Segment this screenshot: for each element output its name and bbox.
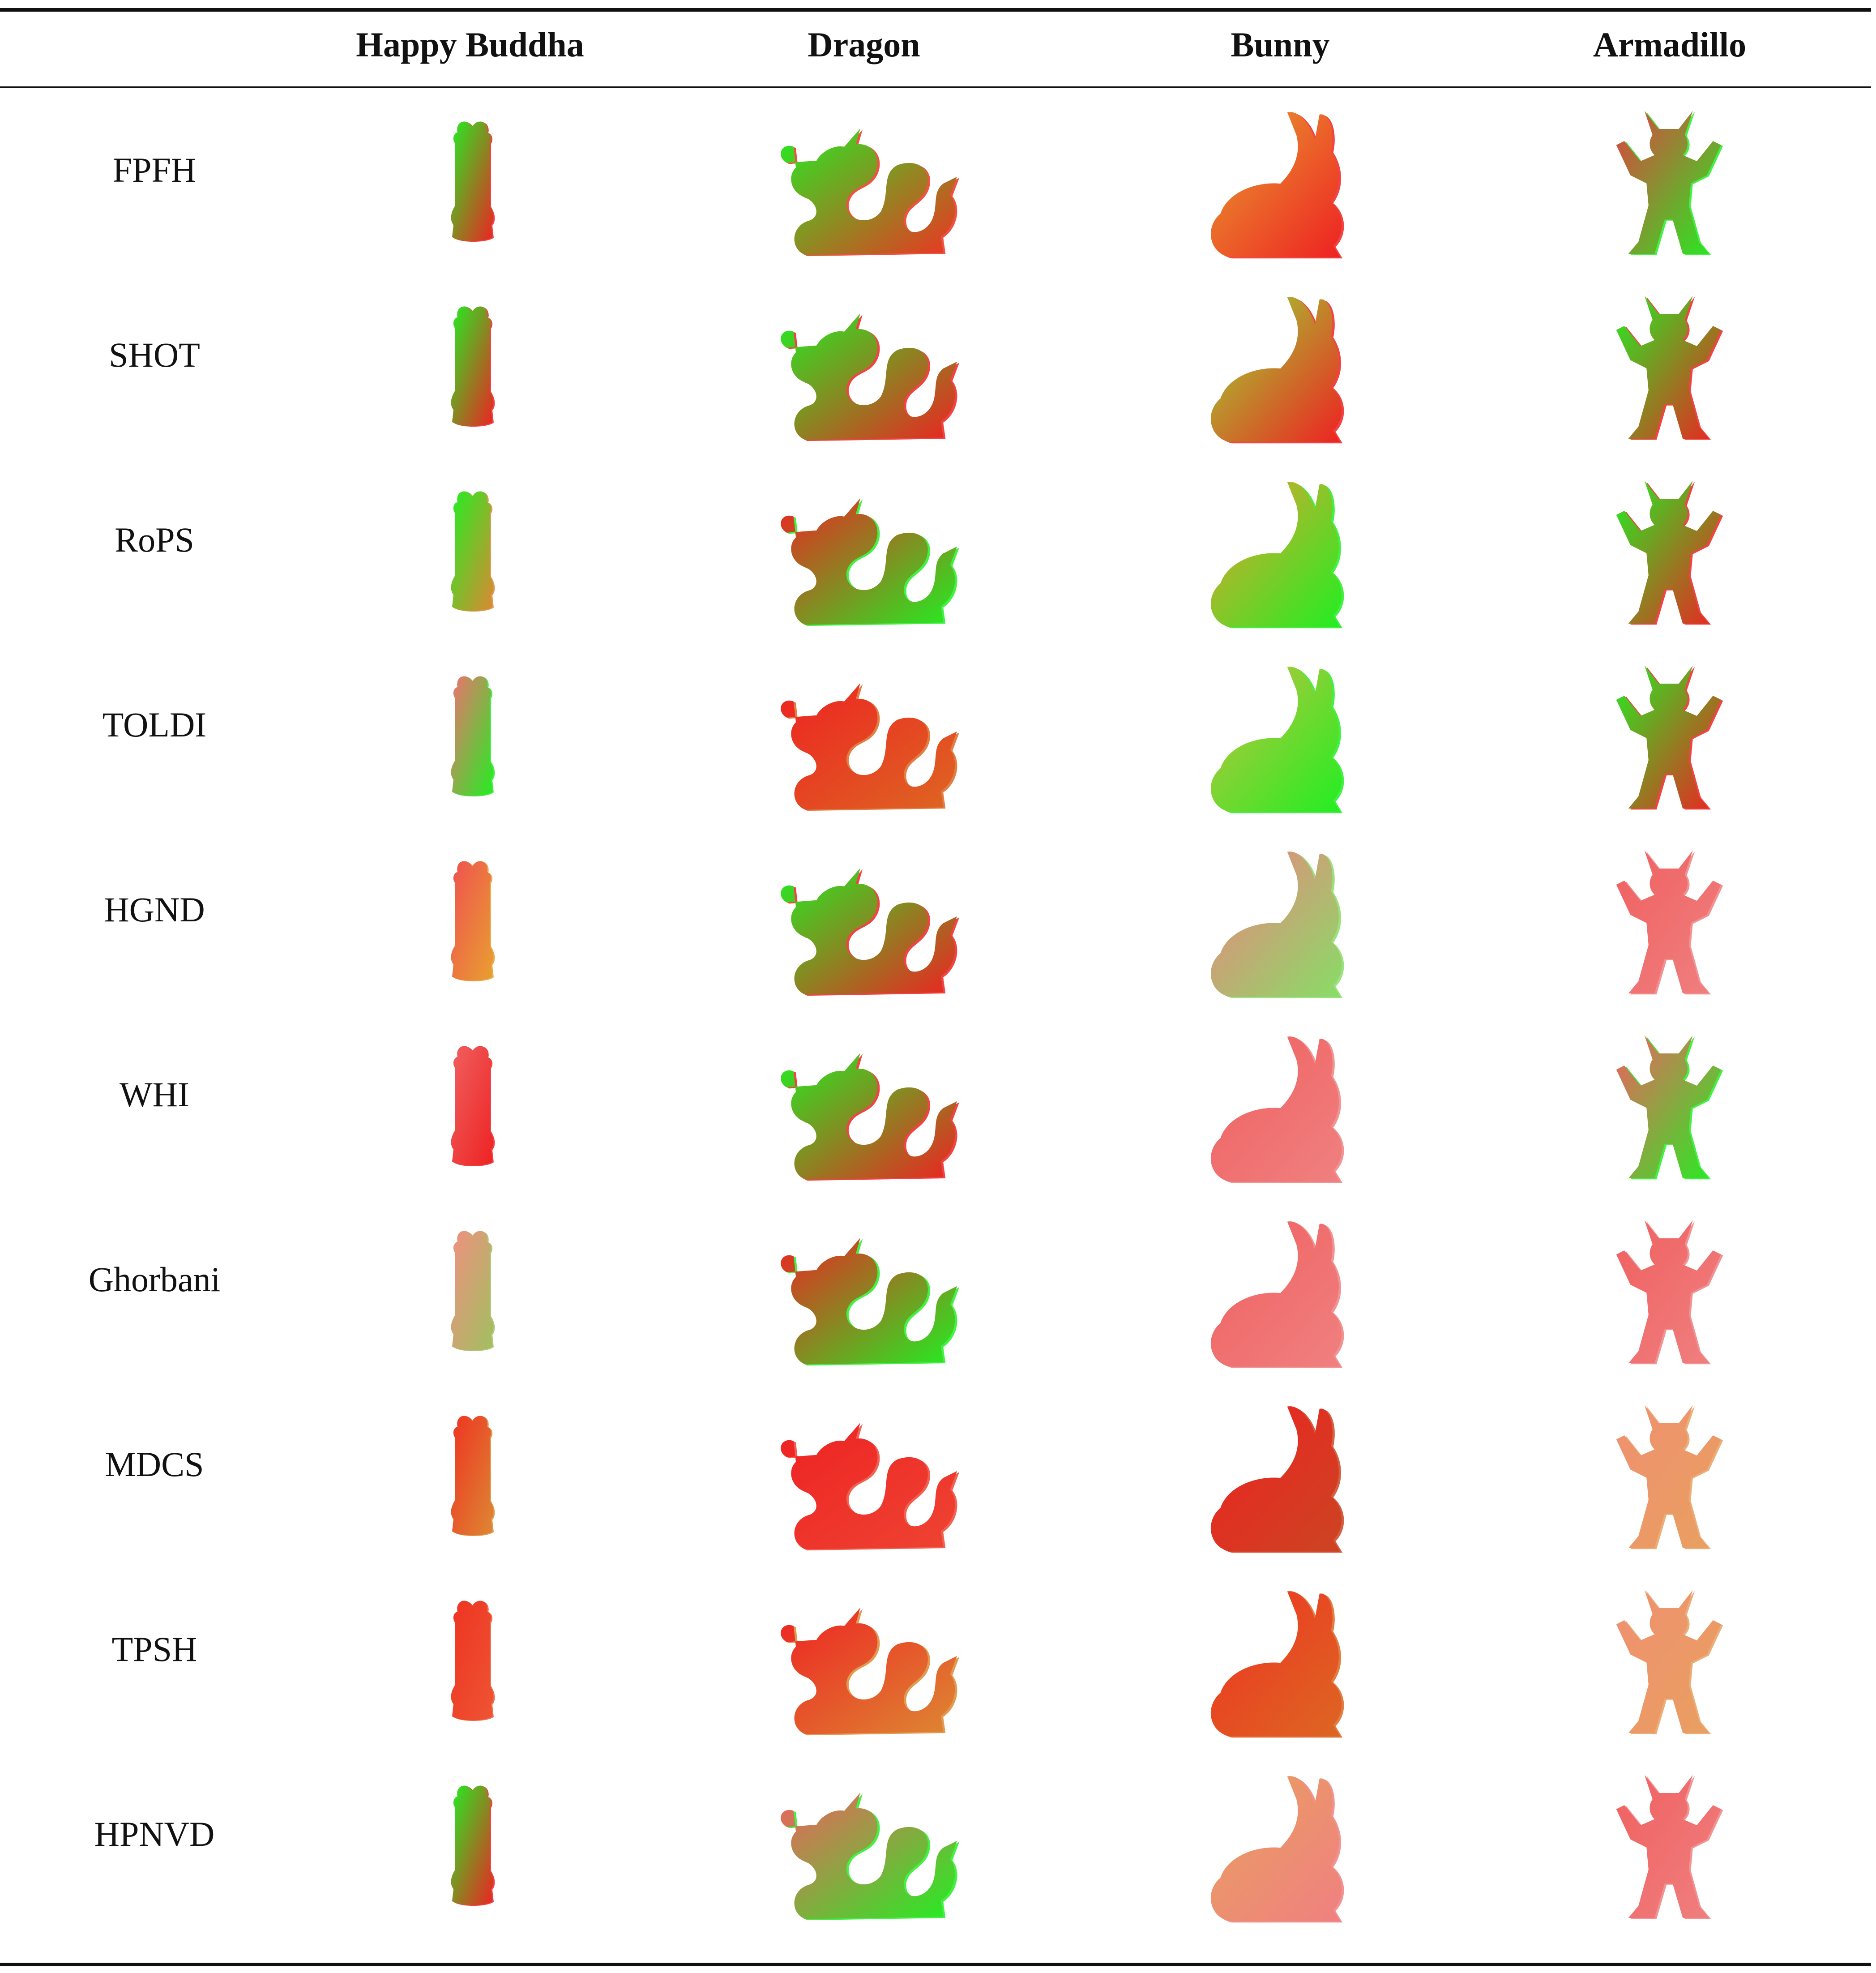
registration-result-ghorbani-happy-buddha xyxy=(439,1210,506,1371)
row-label-mdcs: MDCS xyxy=(105,1445,204,1484)
column-header-bunny: Bunny xyxy=(1231,25,1330,64)
registration-result-shot-bunny xyxy=(1195,286,1356,447)
registration-result-rops-happy-buddha xyxy=(439,471,506,632)
registration-result-shot-armadillo xyxy=(1594,286,1746,447)
registration-result-shot-dragon xyxy=(756,286,980,447)
row-label-shot: SHOT xyxy=(109,335,200,374)
registration-result-whi-bunny xyxy=(1195,1025,1356,1186)
registration-result-rops-dragon xyxy=(756,471,980,632)
registration-result-toldi-bunny xyxy=(1195,655,1356,817)
registration-result-hpnvd-dragon xyxy=(756,1765,980,1926)
registration-result-hpnvd-armadillo xyxy=(1594,1765,1746,1926)
registration-result-hgnd-armadillo xyxy=(1594,840,1746,1001)
row-label-ghorbani: Ghorbani xyxy=(88,1260,221,1299)
row-label-fpfh: FPFH xyxy=(112,150,197,189)
registration-result-tpsh-happy-buddha xyxy=(439,1580,506,1741)
registration-result-ghorbani-armadillo xyxy=(1594,1210,1746,1371)
registration-result-hgnd-bunny xyxy=(1195,840,1356,1001)
registration-result-hgnd-happy-buddha xyxy=(439,840,506,1001)
registration-result-mdcs-armadillo xyxy=(1594,1395,1746,1556)
row-label-rops: RoPS xyxy=(115,520,194,559)
registration-result-hpnvd-bunny xyxy=(1195,1765,1356,1926)
registration-result-mdcs-dragon xyxy=(756,1395,980,1556)
column-header-dragon: Dragon xyxy=(808,25,920,64)
registration-result-tpsh-bunny xyxy=(1195,1580,1356,1741)
registration-result-tpsh-armadillo xyxy=(1594,1580,1746,1741)
column-header-happy-buddha: Happy Buddha xyxy=(356,25,584,64)
registration-result-mdcs-bunny xyxy=(1195,1395,1356,1556)
table-header-rule xyxy=(0,86,1871,88)
registration-result-fpfh-dragon xyxy=(756,101,980,262)
column-header-armadillo: Armadillo xyxy=(1593,25,1747,64)
registration-result-fpfh-armadillo xyxy=(1594,101,1746,262)
registration-result-toldi-dragon xyxy=(756,655,980,817)
registration-result-rops-armadillo xyxy=(1594,471,1746,632)
registration-result-toldi-happy-buddha xyxy=(439,655,506,817)
registration-result-shot-happy-buddha xyxy=(439,286,506,447)
row-label-hpnvd: HPNVD xyxy=(94,1815,215,1853)
registration-result-whi-armadillo xyxy=(1594,1025,1746,1186)
registration-result-tpsh-dragon xyxy=(756,1580,980,1741)
registration-result-ghorbani-bunny xyxy=(1195,1210,1356,1371)
registration-result-rops-bunny xyxy=(1195,471,1356,632)
registration-result-whi-happy-buddha xyxy=(439,1025,506,1186)
registration-result-ghorbani-dragon xyxy=(756,1210,980,1371)
row-label-tpsh: TPSH xyxy=(111,1630,197,1669)
row-label-whi: WHI xyxy=(120,1075,189,1114)
registration-result-fpfh-happy-buddha xyxy=(439,101,506,262)
registration-result-mdcs-happy-buddha xyxy=(439,1395,506,1556)
registration-result-hgnd-dragon xyxy=(756,840,980,1001)
table-bottom-rule xyxy=(0,1963,1871,1966)
registration-result-whi-dragon xyxy=(756,1025,980,1186)
registration-result-hpnvd-happy-buddha xyxy=(439,1765,506,1926)
registration-result-fpfh-bunny xyxy=(1195,101,1356,262)
row-label-toldi: TOLDI xyxy=(102,705,207,744)
table-top-rule xyxy=(0,8,1871,12)
registration-result-toldi-armadillo xyxy=(1594,655,1746,817)
row-label-hgnd: HGND xyxy=(104,890,205,929)
